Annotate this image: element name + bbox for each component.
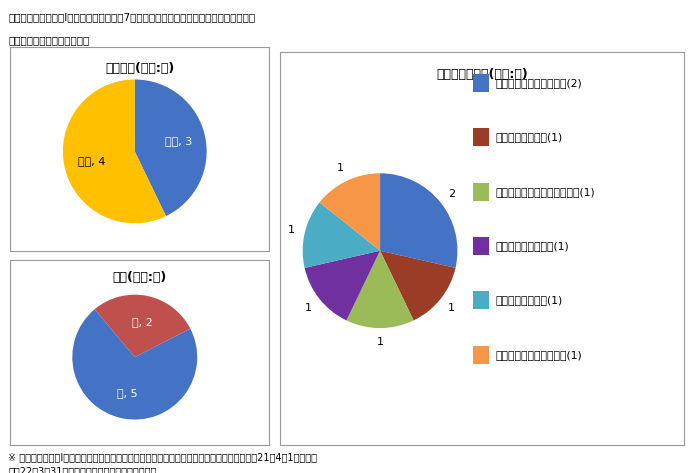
Wedge shape [135, 79, 207, 216]
Text: 1: 1 [337, 163, 344, 174]
Text: 法律, 3: 法律, 3 [164, 136, 192, 147]
Text: 東京大学公共政策大学院(2): 東京大学公共政策大学院(2) [495, 78, 583, 88]
Text: 1: 1 [287, 225, 294, 236]
Text: ※ 国家公務員採用Ⅰ種試験（行政、法律又は経済に限る。）の採用候補者名簿の中から、平成21年4月1日から平
　成22年3月31日までの間に採用した一般職の職員: ※ 国家公務員採用Ⅰ種試験（行政、法律又は経済に限る。）の採用候補者名簿の中から… [8, 452, 317, 473]
Text: 東京大学法科大学院(1): 東京大学法科大学院(1) [495, 241, 569, 251]
Text: （ｉ）事務系区分（計７人）: （ｉ）事務系区分（計７人） [8, 35, 90, 45]
Text: 東京大学大学院経済学研究科(1): 東京大学大学院経済学研究科(1) [495, 186, 595, 197]
Text: 早稲田大学政治経済学部(1): 早稲田大学政治経済学部(1) [495, 350, 583, 360]
Text: 経済, 4: 経済, 4 [77, 156, 105, 166]
Text: 専門区分(単位:人): 専門区分(単位:人) [105, 61, 175, 75]
Text: 出身大学・学部(単位:人): 出身大学・学部(単位:人) [436, 68, 528, 81]
Text: 女, 2: 女, 2 [131, 316, 152, 327]
Wedge shape [95, 295, 190, 357]
Text: イ　国家公務員採用Ⅰ種試験による採用者7人の専門区分、出身大学・学部、性別の内訳: イ 国家公務員採用Ⅰ種試験による採用者7人の専門区分、出身大学・学部、性別の内訳 [8, 12, 256, 22]
Wedge shape [303, 202, 380, 268]
Wedge shape [380, 251, 455, 320]
Text: 性別(単位:人): 性別(単位:人) [113, 271, 167, 284]
Text: 2: 2 [448, 189, 455, 199]
Wedge shape [380, 173, 457, 268]
Wedge shape [73, 309, 197, 420]
Text: 1: 1 [448, 303, 455, 313]
Text: 一橋大学経済学部(1): 一橋大学経済学部(1) [495, 295, 562, 306]
Text: 東京大学経済学部(1): 東京大学経済学部(1) [495, 132, 562, 142]
Wedge shape [346, 251, 414, 328]
Wedge shape [319, 173, 380, 251]
Wedge shape [63, 79, 166, 223]
Wedge shape [305, 251, 380, 320]
Text: 1: 1 [305, 303, 312, 313]
Text: 男, 5: 男, 5 [117, 387, 138, 398]
Text: 1: 1 [377, 337, 384, 347]
